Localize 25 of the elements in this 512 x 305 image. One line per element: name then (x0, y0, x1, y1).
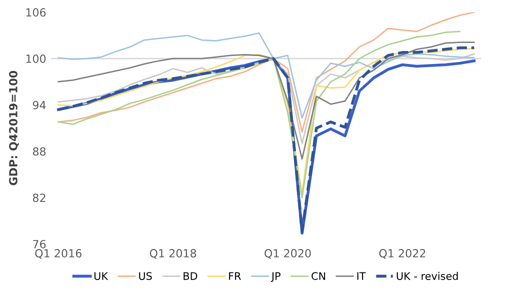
legend-label: UK - revised (396, 272, 458, 280)
legend-label: CN (312, 272, 326, 280)
y-tick-label: 100 (26, 54, 46, 63)
legend-label: BD (184, 272, 198, 280)
y-axis-title: GDP: Q42019=100 (9, 70, 19, 186)
legend-label: JP (270, 272, 280, 282)
line-series (58, 48, 475, 194)
line-series (58, 30, 460, 198)
line-series (58, 12, 475, 133)
legend-label: IT (357, 272, 366, 280)
line-series (58, 53, 475, 144)
x-tick-label: Q1 2018 (150, 249, 196, 259)
y-tick-label: 106 (26, 8, 46, 17)
line-series (58, 32, 475, 119)
x-tick-label: Q1 2016 (35, 249, 82, 259)
y-tick-label: 94 (32, 100, 46, 110)
x-tick-label: Q1 2022 (379, 249, 426, 259)
x-tick-label: Q1 2020 (264, 249, 311, 259)
y-tick-label: 76 (33, 240, 46, 248)
legend-label: US (139, 272, 152, 280)
legend-label: UK (94, 272, 108, 280)
line-series (58, 42, 475, 160)
y-tick-label: 88 (32, 147, 46, 156)
legend-label: FR (229, 272, 241, 280)
y-tick-label: 82 (32, 194, 46, 202)
